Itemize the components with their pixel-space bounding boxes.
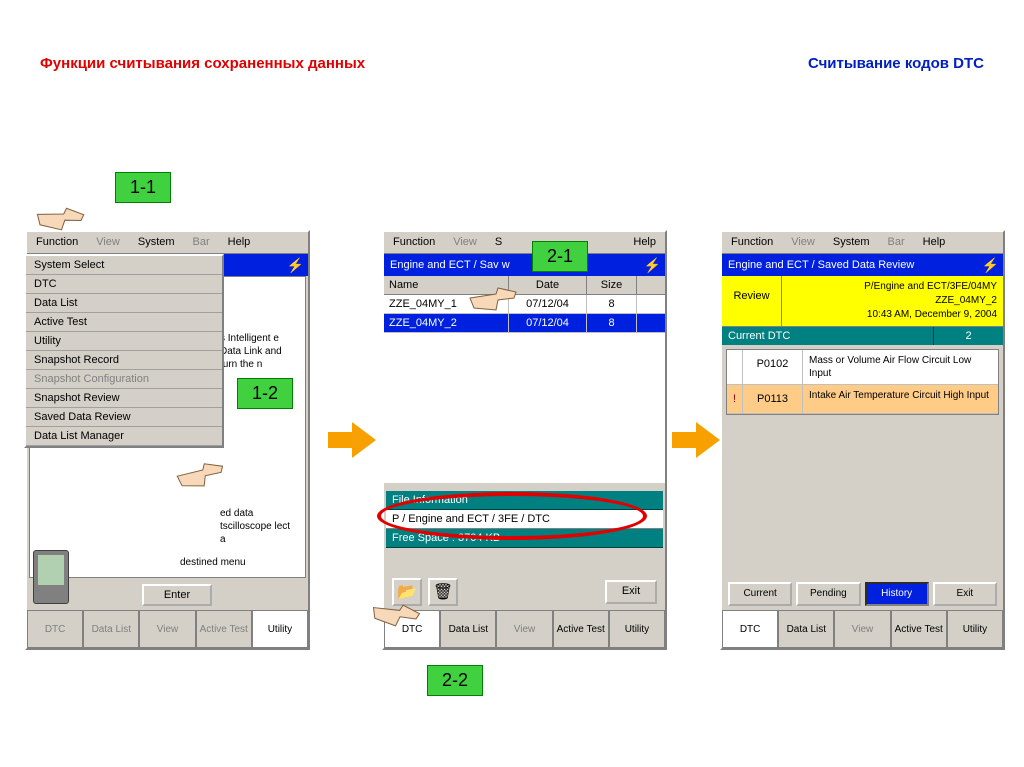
dtc-header: Current DTC 2: [722, 327, 1003, 345]
exit-button[interactable]: Exit: [933, 582, 997, 606]
dtc-count: 2: [933, 327, 1003, 345]
pointing-hand-icon: [174, 454, 227, 493]
bolt-icon: ⚡: [982, 257, 999, 274]
review-info-box: Review P/Engine and ECT/3FE/04MY ZZE_04M…: [722, 276, 1003, 327]
table-row[interactable]: ZZE_04MY_107/12/048: [384, 295, 665, 314]
current-dtc-label: Current DTC: [722, 327, 933, 345]
menu-item[interactable]: Utility: [26, 332, 222, 351]
menu-item[interactable]: Data List: [26, 294, 222, 313]
arrow-1: [328, 420, 376, 460]
device-1: Function View System Bar Help ⚡ s Intell…: [25, 230, 310, 650]
device-3: Function View System Bar Help Engine and…: [720, 230, 1005, 650]
menu-help[interactable]: Help: [219, 232, 260, 253]
arrow-2: [672, 420, 720, 460]
tab-dtc[interactable]: DTC: [722, 610, 778, 648]
file-info-group: File Information P / Engine and ECT / 3F…: [386, 491, 663, 548]
menu-bar[interactable]: Bar: [184, 232, 219, 253]
menu-function[interactable]: Function: [722, 232, 782, 253]
menu-item[interactable]: System Select: [26, 256, 222, 275]
icon-row: 📂 🗑 Exit: [392, 578, 657, 606]
pending-button[interactable]: Pending: [796, 582, 860, 606]
function-dropdown: System SelectDTCData ListActive TestUtil…: [24, 254, 224, 448]
step-label-1-2: 1-2: [237, 378, 293, 409]
tab-utility[interactable]: Utility: [609, 610, 665, 648]
free-space: Free Space : 3704 KB: [386, 529, 663, 548]
history-button[interactable]: History: [865, 582, 929, 606]
bolt-icon: ⚡: [644, 257, 661, 274]
step-label-1-1: 1-1: [115, 172, 171, 203]
titlebar-3: Engine and ECT / Saved Data Review ⚡: [722, 254, 1003, 276]
exit-button[interactable]: Exit: [605, 580, 657, 604]
info-text-1: s Intelligent e Data Link and turn the n: [220, 332, 297, 371]
tab-datalist[interactable]: Data List: [83, 610, 139, 648]
table-header: Name Date Size: [384, 276, 665, 295]
table-row[interactable]: ZZE_04MY_207/12/048: [384, 314, 665, 333]
review-label: Review: [722, 276, 782, 326]
trash-icon[interactable]: 🗑: [428, 578, 458, 606]
menu-item[interactable]: Saved Data Review: [26, 408, 222, 427]
menu-view[interactable]: View: [782, 232, 824, 253]
current-button[interactable]: Current: [728, 582, 792, 606]
menubar-2: Function View S Help: [384, 232, 665, 254]
menu-view[interactable]: View: [87, 232, 129, 253]
destined-menu-label: destined menu: [180, 557, 246, 568]
menu-item[interactable]: Snapshot Review: [26, 389, 222, 408]
pda-icon: [33, 550, 69, 604]
tabbar-2: DTC Data List View Active Test Utility: [384, 610, 665, 648]
tab-utility[interactable]: Utility: [252, 610, 308, 648]
col-size[interactable]: Size: [587, 276, 637, 294]
tabbar-3: DTC Data List View Active Test Utility: [722, 610, 1003, 648]
menu-system[interactable]: System: [824, 232, 879, 253]
tab-dtc[interactable]: DTC: [27, 610, 83, 648]
menu-system[interactable]: System: [129, 232, 184, 253]
tab-view[interactable]: View: [834, 610, 890, 648]
dtc-row[interactable]: P0102Mass or Volume Air Flow Circuit Low…: [727, 350, 998, 385]
menu-item[interactable]: Data List Manager: [26, 427, 222, 446]
tab-datalist[interactable]: Data List: [440, 610, 496, 648]
titlebar-2: Engine and ECT / Sav w ⚡: [384, 254, 665, 276]
bolt-icon: ⚡: [287, 257, 304, 274]
button-row-3: Current Pending History Exit: [728, 582, 997, 606]
menu-item[interactable]: Snapshot Configuration: [26, 370, 222, 389]
table-body: ZZE_04MY_107/12/048ZZE_04MY_207/12/048: [384, 295, 665, 483]
review-details: P/Engine and ECT/3FE/04MY ZZE_04MY_2 10:…: [782, 276, 1003, 326]
tabbar-1: DTC Data List View Active Test Utility: [27, 610, 308, 648]
menu-item[interactable]: Snapshot Record: [26, 351, 222, 370]
menubar-3: Function View System Bar Help: [722, 232, 1003, 254]
tab-activetest[interactable]: Active Test: [196, 610, 252, 648]
col-date[interactable]: Date: [509, 276, 587, 294]
device-2: Function View S Help Engine and ECT / Sa…: [382, 230, 667, 650]
pointing-hand-icon: [33, 196, 87, 238]
tab-view[interactable]: View: [139, 610, 195, 648]
page-title-left: Функции считывания сохраненных данных: [40, 55, 365, 72]
step-label-2-2: 2-2: [427, 665, 483, 696]
tab-activetest[interactable]: Active Test: [891, 610, 947, 648]
pointing-hand-icon: [468, 280, 518, 315]
info-text-2: ed data tscilloscope lect a: [220, 507, 297, 546]
enter-button[interactable]: Enter: [142, 584, 212, 606]
menu-view[interactable]: View: [444, 232, 486, 253]
menu-function[interactable]: Function: [384, 232, 444, 253]
page-title-right: Считывание кодов DTC: [808, 55, 984, 72]
dtc-list: P0102Mass or Volume Air Flow Circuit Low…: [726, 349, 999, 415]
menu-help[interactable]: Help: [914, 232, 955, 253]
menu-help[interactable]: Help: [624, 232, 665, 253]
dtc-row[interactable]: !P0113Intake Air Temperature Circuit Hig…: [727, 385, 998, 414]
menu-bar[interactable]: Bar: [879, 232, 914, 253]
tab-activetest[interactable]: Active Test: [553, 610, 609, 648]
step-label-2-1: 2-1: [532, 241, 588, 272]
file-info-header: File Information: [386, 491, 663, 510]
menu-item[interactable]: Active Test: [26, 313, 222, 332]
tab-view[interactable]: View: [496, 610, 552, 648]
tab-datalist[interactable]: Data List: [778, 610, 834, 648]
tab-utility[interactable]: Utility: [947, 610, 1003, 648]
menu-item[interactable]: DTC: [26, 275, 222, 294]
menu-system-hidden[interactable]: S: [486, 232, 511, 253]
file-path: P / Engine and ECT / 3FE / DTC: [386, 510, 663, 529]
